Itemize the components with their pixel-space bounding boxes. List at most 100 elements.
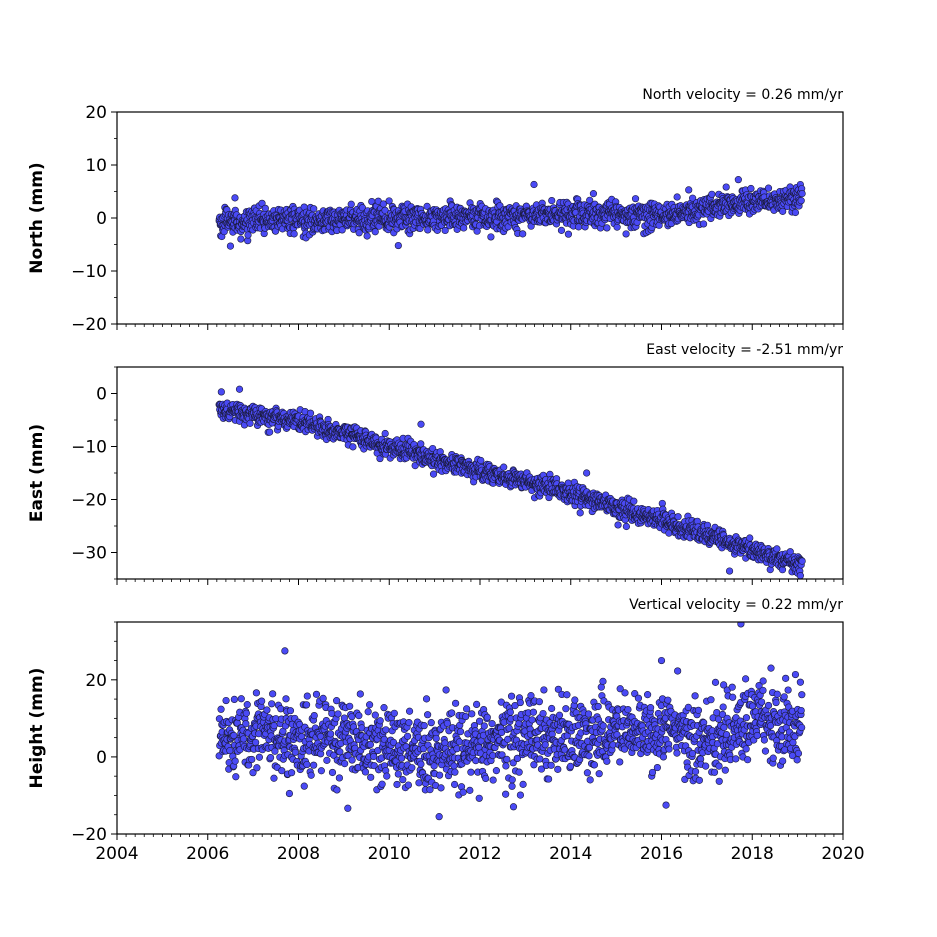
data-point bbox=[527, 692, 535, 700]
data-point bbox=[302, 701, 311, 709]
outlier-point bbox=[435, 813, 443, 821]
outlier-point bbox=[657, 656, 666, 665]
data-point bbox=[515, 768, 523, 776]
data-point bbox=[498, 728, 506, 737]
data-point bbox=[508, 782, 516, 790]
data-point bbox=[798, 723, 806, 732]
data-point bbox=[665, 745, 673, 753]
data-point bbox=[242, 709, 250, 717]
data-point bbox=[673, 749, 681, 757]
outlier-point bbox=[685, 186, 693, 194]
x-tick-label: 2014 bbox=[549, 844, 592, 864]
data-point bbox=[435, 771, 444, 779]
outlier-point bbox=[231, 194, 239, 202]
data-point bbox=[488, 720, 496, 728]
data-point bbox=[695, 776, 703, 784]
data-point bbox=[584, 710, 593, 718]
data-point bbox=[631, 195, 640, 203]
data-point bbox=[358, 204, 367, 212]
data-point bbox=[555, 711, 564, 719]
data-point bbox=[583, 769, 591, 777]
data-point bbox=[797, 197, 805, 205]
data-point bbox=[466, 786, 474, 794]
data-point bbox=[530, 761, 538, 769]
data-point bbox=[252, 689, 260, 697]
data-point bbox=[791, 208, 800, 217]
data-point bbox=[335, 774, 344, 782]
data-point bbox=[312, 690, 321, 698]
data-point bbox=[266, 428, 274, 436]
data-point bbox=[310, 711, 318, 720]
data-point bbox=[653, 763, 661, 772]
data-point bbox=[530, 180, 538, 189]
data-point bbox=[334, 710, 342, 718]
data-point bbox=[624, 705, 632, 714]
y-tick-label: 0 bbox=[96, 748, 107, 768]
data-point bbox=[381, 206, 389, 214]
x-tick-label: 2018 bbox=[731, 844, 774, 864]
data-point bbox=[746, 534, 754, 542]
data-point bbox=[442, 686, 450, 694]
data-point bbox=[547, 761, 555, 769]
data-point bbox=[393, 780, 401, 789]
outlier-point bbox=[285, 789, 294, 798]
data-point bbox=[753, 731, 761, 740]
data-point bbox=[786, 548, 794, 556]
data-point bbox=[432, 734, 440, 743]
data-point bbox=[277, 705, 285, 713]
data-point bbox=[715, 777, 723, 785]
y-tick-label: −10 bbox=[71, 262, 107, 282]
y-tick-label: −20 bbox=[71, 491, 107, 511]
data-point bbox=[513, 754, 522, 762]
data-point bbox=[764, 701, 773, 710]
data-point bbox=[459, 788, 467, 796]
data-point bbox=[500, 463, 508, 471]
data-point bbox=[590, 761, 599, 769]
data-point bbox=[341, 760, 349, 768]
data-point bbox=[460, 224, 468, 232]
data-point bbox=[244, 231, 252, 239]
data-point bbox=[779, 207, 787, 215]
data-point bbox=[417, 760, 425, 768]
data-point bbox=[424, 711, 432, 719]
data-point bbox=[361, 768, 370, 776]
data-point bbox=[288, 769, 296, 777]
data-point bbox=[451, 768, 459, 776]
data-point bbox=[477, 456, 485, 465]
data-point bbox=[691, 767, 700, 776]
data-point bbox=[298, 732, 306, 741]
data-point bbox=[646, 704, 655, 712]
data-point bbox=[423, 202, 431, 210]
data-point bbox=[278, 767, 286, 775]
data-point bbox=[242, 720, 250, 728]
data-point bbox=[248, 755, 256, 764]
x-tick-label: 2016 bbox=[640, 844, 683, 864]
data-point bbox=[616, 685, 624, 693]
data-point bbox=[330, 751, 338, 759]
data-point bbox=[797, 706, 805, 715]
data-point bbox=[300, 782, 308, 790]
data-point bbox=[420, 722, 428, 730]
data-point bbox=[487, 233, 495, 241]
data-point bbox=[249, 769, 257, 777]
data-point bbox=[742, 675, 750, 683]
data-point bbox=[773, 545, 781, 553]
data-point bbox=[599, 722, 607, 730]
data-point bbox=[782, 674, 790, 682]
data-point bbox=[791, 670, 800, 679]
data-point bbox=[319, 694, 327, 703]
data-point bbox=[674, 513, 682, 521]
data-point bbox=[367, 773, 375, 781]
data-point bbox=[519, 780, 527, 788]
data-point bbox=[708, 190, 716, 198]
data-point bbox=[729, 693, 737, 701]
outlier-point bbox=[737, 622, 745, 628]
data-point bbox=[720, 723, 728, 732]
data-point bbox=[691, 692, 699, 700]
data-point bbox=[383, 772, 391, 780]
y-tick-label: 10 bbox=[85, 156, 107, 176]
data-point bbox=[719, 703, 727, 711]
data-point bbox=[482, 774, 490, 783]
data-point bbox=[509, 803, 518, 811]
data-point bbox=[548, 196, 556, 205]
